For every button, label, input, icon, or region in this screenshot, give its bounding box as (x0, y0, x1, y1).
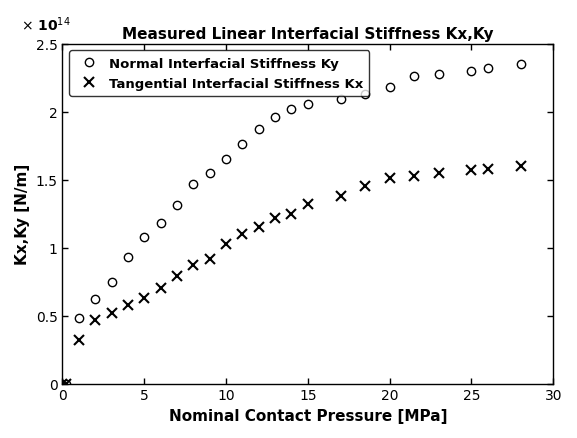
Normal Interfacial Stiffness Ky (141, 235, 148, 240)
Normal Interfacial Stiffness Ky (484, 67, 491, 72)
Text: $\times$ 10$^{14}$: $\times$ 10$^{14}$ (21, 15, 70, 34)
Tangential Interfacial Stiffness Kx (517, 164, 524, 170)
Normal Interfacial Stiffness Ky (157, 221, 164, 226)
Tangential Interfacial Stiffness Kx (255, 225, 262, 230)
Tangential Interfacial Stiffness Kx (305, 202, 312, 207)
Tangential Interfacial Stiffness Kx (386, 176, 393, 181)
Tangential Interfacial Stiffness Kx (239, 232, 246, 237)
Normal Interfacial Stiffness Ky (108, 279, 115, 285)
Normal Interfacial Stiffness Ky (362, 92, 369, 97)
Tangential Interfacial Stiffness Kx (59, 381, 66, 386)
X-axis label: Nominal Contact Pressure [MPa]: Nominal Contact Pressure [MPa] (168, 408, 447, 423)
Tangential Interfacial Stiffness Kx (272, 215, 279, 221)
Y-axis label: Kx,Ky [N/m]: Kx,Ky [N/m] (15, 164, 30, 265)
Normal Interfacial Stiffness Ky (223, 157, 230, 162)
Tangential Interfacial Stiffness Kx (411, 173, 418, 179)
Normal Interfacial Stiffness Ky (92, 297, 99, 302)
Normal Interfacial Stiffness Ky (517, 62, 524, 67)
Tangential Interfacial Stiffness Kx (468, 168, 475, 173)
Tangential Interfacial Stiffness Kx (62, 381, 69, 386)
Normal Interfacial Stiffness Ky (125, 255, 132, 260)
Normal Interfacial Stiffness Ky (337, 98, 344, 103)
Normal Interfacial Stiffness Ky (272, 115, 279, 120)
Line: Tangential Interfacial Stiffness Kx: Tangential Interfacial Stiffness Kx (58, 162, 526, 389)
Normal Interfacial Stiffness Ky (190, 182, 197, 187)
Normal Interfacial Stiffness Ky (255, 127, 262, 133)
Normal Interfacial Stiffness Ky (59, 381, 66, 386)
Normal Interfacial Stiffness Ky (468, 69, 475, 74)
Normal Interfacial Stiffness Ky (411, 74, 418, 80)
Tangential Interfacial Stiffness Kx (223, 241, 230, 247)
Tangential Interfacial Stiffness Kx (92, 317, 99, 322)
Tangential Interfacial Stiffness Kx (157, 286, 164, 291)
Tangential Interfacial Stiffness Kx (435, 171, 442, 176)
Title: Measured Linear Interfacial Stiffness Kx,Ky: Measured Linear Interfacial Stiffness Kx… (122, 27, 494, 42)
Tangential Interfacial Stiffness Kx (141, 296, 148, 301)
Legend: Normal Interfacial Stiffness Ky, Tangential Interfacial Stiffness Kx: Normal Interfacial Stiffness Ky, Tangent… (69, 51, 369, 97)
Tangential Interfacial Stiffness Kx (190, 263, 197, 268)
Normal Interfacial Stiffness Ky (305, 102, 312, 107)
Normal Interfacial Stiffness Ky (288, 107, 295, 112)
Tangential Interfacial Stiffness Kx (484, 167, 491, 172)
Tangential Interfacial Stiffness Kx (288, 212, 295, 217)
Tangential Interfacial Stiffness Kx (108, 311, 115, 316)
Tangential Interfacial Stiffness Kx (337, 194, 344, 199)
Normal Interfacial Stiffness Ky (174, 203, 181, 208)
Tangential Interfacial Stiffness Kx (76, 338, 83, 343)
Tangential Interfacial Stiffness Kx (174, 274, 181, 279)
Normal Interfacial Stiffness Ky (206, 171, 213, 176)
Normal Interfacial Stiffness Ky (62, 381, 69, 386)
Normal Interfacial Stiffness Ky (386, 85, 393, 91)
Normal Interfacial Stiffness Ky (76, 316, 83, 321)
Line: Normal Interfacial Stiffness Ky: Normal Interfacial Stiffness Ky (58, 61, 524, 388)
Tangential Interfacial Stiffness Kx (362, 184, 369, 190)
Normal Interfacial Stiffness Ky (435, 72, 442, 77)
Tangential Interfacial Stiffness Kx (206, 256, 213, 261)
Normal Interfacial Stiffness Ky (239, 142, 246, 148)
Tangential Interfacial Stiffness Kx (125, 302, 132, 307)
